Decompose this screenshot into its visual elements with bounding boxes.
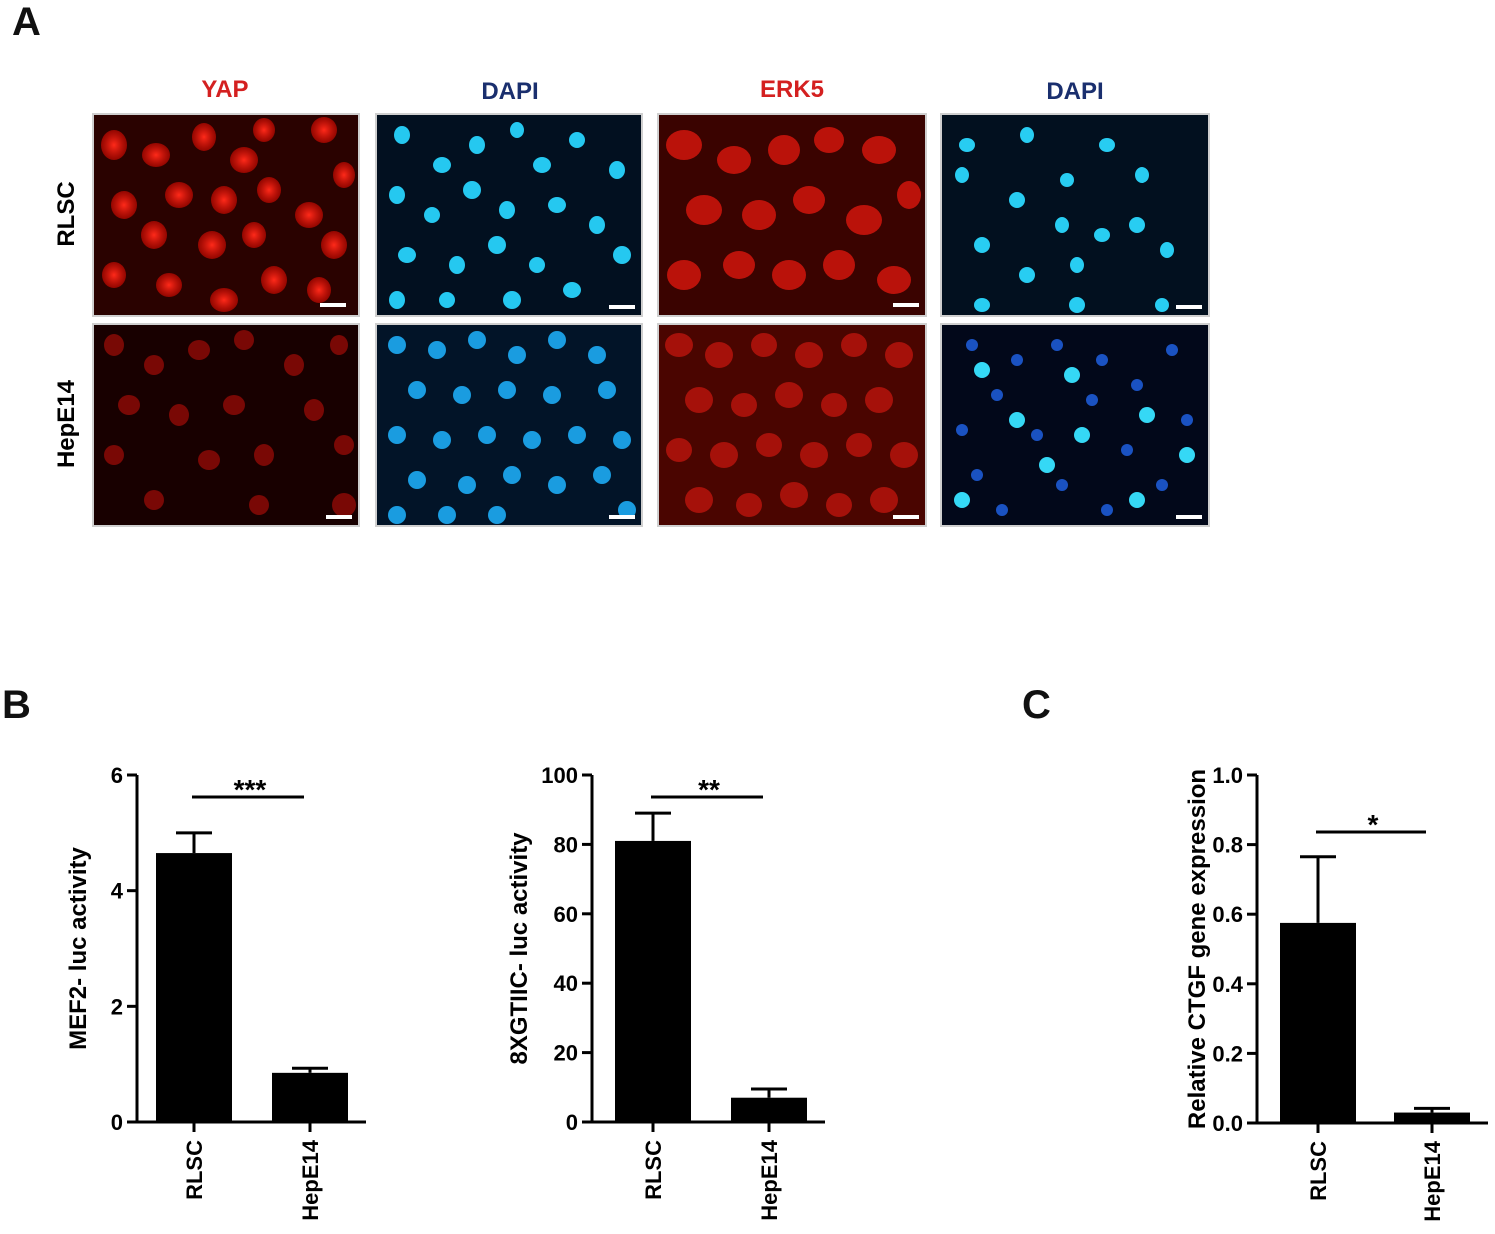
y-tick-label: 20 xyxy=(554,1041,578,1066)
micrograph-rlsc-dapi-2 xyxy=(940,113,1210,317)
x-tick-label: HepE14 xyxy=(298,1139,323,1220)
panel-label-c: C xyxy=(1022,683,1051,727)
bar-rlsc xyxy=(1280,922,1356,1123)
significance-marker: *** xyxy=(234,774,267,805)
row-label-hepe14: HepE14 xyxy=(53,379,80,469)
bar-hepe14 xyxy=(272,1072,348,1122)
x-tick-label: RLSC xyxy=(1306,1141,1331,1201)
micrograph-hepe14-yap xyxy=(92,323,360,527)
y-tick-label: 1.0 xyxy=(1212,763,1243,788)
column-label-erk5: ERK5 xyxy=(759,76,825,103)
chart-mef2-luc: 0 2 4 6 RLSC HepE14 *** MEF2- luc activity xyxy=(65,763,366,1221)
y-tick-label: 2 xyxy=(111,994,123,1019)
micrograph-rlsc-yap xyxy=(92,113,360,317)
y-tick-label: 0 xyxy=(111,1110,123,1135)
y-tick-label: 40 xyxy=(554,971,578,996)
micrograph-hepe14-erk5 xyxy=(657,323,927,527)
y-axis-label: 8XGTIIC- luc activity xyxy=(506,832,533,1065)
significance-marker: * xyxy=(1368,809,1379,840)
y-axis-label: Relative CTGF gene expression xyxy=(1184,769,1211,1129)
bar-hepe14 xyxy=(731,1097,807,1122)
micrograph-rlsc-erk5 xyxy=(657,113,927,317)
y-tick-label: 4 xyxy=(111,879,124,904)
y-tick-label: 0.2 xyxy=(1212,1041,1243,1066)
bar-hepe14 xyxy=(1394,1112,1470,1123)
x-tick-label: HepE14 xyxy=(757,1139,782,1220)
column-label-yap: YAP xyxy=(201,76,249,103)
micrograph-hepe14-dapi xyxy=(375,323,643,527)
bar-rlsc xyxy=(156,853,232,1122)
micrograph-rlsc-dapi xyxy=(375,113,643,317)
y-tick-label: 0.8 xyxy=(1212,833,1243,858)
y-axis-label: MEF2- luc activity xyxy=(65,846,92,1049)
chart-ctgf-expression: 0.0 0.2 0.4 0.6 0.8 1.0 RLSC HepE14 * Relative CT… xyxy=(1184,763,1488,1222)
panel-label-b: B xyxy=(2,683,31,727)
y-tick-label: 80 xyxy=(554,832,578,857)
panel-label-a: A xyxy=(12,0,41,44)
bar-rlsc xyxy=(615,840,691,1122)
y-tick-label: 0.6 xyxy=(1212,902,1243,927)
significance-marker: ** xyxy=(698,774,720,805)
y-tick-label: 0.0 xyxy=(1212,1111,1243,1136)
column-label-dapi-1: DAPI xyxy=(481,78,539,105)
chart-8xgtiic-luc: 0 20 40 60 80 100 RLSC HepE14 ** 8XGTIIC- luc act… xyxy=(506,763,825,1221)
y-tick-label: 6 xyxy=(111,763,123,788)
y-tick-label: 0.4 xyxy=(1212,972,1243,997)
y-tick-label: 0 xyxy=(566,1110,578,1135)
row-label-rlsc: RLSC xyxy=(53,181,80,247)
y-tick-label: 60 xyxy=(554,902,578,927)
x-tick-label: RLSC xyxy=(182,1140,207,1200)
x-tick-label: RLSC xyxy=(641,1140,666,1200)
micrograph-hepe14-dapi-2 xyxy=(940,323,1210,527)
x-tick-label: HepE14 xyxy=(1420,1140,1445,1221)
column-label-dapi-2: DAPI xyxy=(1046,78,1104,105)
y-tick-label: 100 xyxy=(541,763,578,788)
